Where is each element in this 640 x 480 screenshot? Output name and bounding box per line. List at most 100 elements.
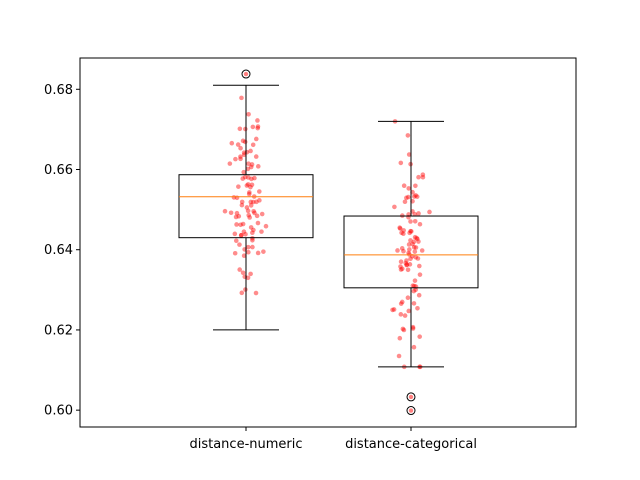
data-point bbox=[415, 305, 420, 311]
data-point bbox=[248, 271, 253, 277]
data-point bbox=[399, 299, 405, 305]
data-point bbox=[408, 256, 413, 262]
data-point bbox=[412, 194, 417, 199]
data-point bbox=[234, 222, 239, 227]
data-point bbox=[398, 267, 404, 272]
data-point bbox=[231, 195, 237, 200]
data-point bbox=[401, 327, 407, 333]
data-point bbox=[241, 253, 247, 258]
data-point bbox=[252, 210, 257, 216]
axes-frame bbox=[79, 57, 577, 428]
data-point bbox=[411, 244, 417, 250]
data-point bbox=[250, 199, 256, 205]
box-group-distance-categorical bbox=[343, 119, 479, 416]
data-point bbox=[240, 176, 246, 181]
data-point bbox=[248, 199, 254, 205]
data-point bbox=[415, 256, 421, 261]
data-point bbox=[398, 259, 404, 265]
data-point bbox=[248, 225, 254, 230]
data-point bbox=[414, 194, 420, 199]
data-point bbox=[252, 175, 257, 181]
data-point bbox=[251, 227, 256, 233]
data-point bbox=[408, 228, 413, 234]
data-point bbox=[399, 230, 404, 235]
data-point bbox=[412, 211, 418, 217]
data-point bbox=[415, 236, 420, 242]
data-point bbox=[241, 150, 247, 155]
data-point bbox=[410, 241, 415, 247]
data-point bbox=[412, 234, 418, 240]
data-point bbox=[237, 242, 242, 247]
outlier-data-point bbox=[408, 408, 414, 413]
data-point bbox=[249, 182, 255, 188]
data-point bbox=[401, 183, 407, 188]
data-point bbox=[244, 205, 250, 210]
data-point bbox=[401, 248, 406, 254]
y-tick-label: 0.64 bbox=[44, 243, 73, 258]
axes: 0.60 0.62 0.64 0.66 0.68 distance-numeric di… bbox=[44, 57, 577, 452]
data-point bbox=[410, 283, 416, 288]
data-point bbox=[409, 229, 414, 234]
data-point bbox=[246, 175, 251, 180]
data-point bbox=[236, 184, 241, 189]
data-point bbox=[399, 266, 405, 272]
data-point bbox=[239, 202, 245, 208]
data-point bbox=[397, 335, 403, 341]
data-point bbox=[249, 176, 254, 182]
data-point bbox=[250, 124, 256, 130]
data-point bbox=[253, 154, 259, 159]
data-point bbox=[246, 111, 251, 117]
data-point bbox=[398, 160, 404, 166]
data-point bbox=[398, 264, 403, 269]
data-point bbox=[397, 226, 403, 231]
data-point bbox=[410, 324, 416, 330]
y-tick-label: 0.62 bbox=[44, 323, 73, 338]
data-point bbox=[233, 238, 239, 244]
x-axis: distance-numeric distance-categorical bbox=[189, 427, 477, 452]
data-point bbox=[243, 126, 248, 132]
data-point bbox=[411, 301, 417, 306]
data-point bbox=[411, 344, 417, 350]
data-point bbox=[407, 230, 412, 236]
data-point bbox=[390, 307, 395, 313]
data-point bbox=[232, 250, 238, 256]
data-point bbox=[248, 164, 254, 170]
data-point bbox=[244, 183, 250, 188]
data-point bbox=[417, 263, 422, 269]
data-point bbox=[234, 210, 240, 216]
data-point bbox=[239, 290, 245, 296]
data-point bbox=[245, 166, 251, 172]
data-point bbox=[238, 232, 244, 238]
data-point bbox=[246, 249, 251, 255]
data-point bbox=[404, 262, 410, 267]
data-point bbox=[248, 148, 253, 154]
data-point bbox=[408, 238, 413, 243]
data-point bbox=[232, 231, 238, 237]
y-tick-label: 0.66 bbox=[44, 163, 73, 178]
outlier-data-point bbox=[408, 394, 414, 400]
data-point bbox=[420, 172, 426, 177]
data-point bbox=[254, 199, 259, 205]
data-point bbox=[398, 301, 404, 306]
data-point bbox=[254, 213, 260, 219]
data-point bbox=[397, 225, 403, 231]
data-point bbox=[248, 184, 253, 190]
data-point bbox=[411, 283, 417, 289]
data-point bbox=[420, 174, 426, 180]
data-point bbox=[245, 182, 251, 187]
data-point bbox=[416, 239, 421, 244]
data-point bbox=[240, 270, 246, 276]
data-point bbox=[250, 244, 255, 250]
data-point bbox=[412, 249, 418, 254]
data-point bbox=[405, 194, 411, 200]
data-point bbox=[251, 208, 256, 214]
data-point bbox=[238, 145, 243, 151]
data-point bbox=[245, 208, 251, 214]
box-group-distance-numeric bbox=[178, 69, 314, 331]
data-point bbox=[250, 235, 255, 241]
data-point bbox=[413, 183, 418, 189]
data-point bbox=[246, 191, 252, 197]
data-point bbox=[235, 142, 241, 147]
